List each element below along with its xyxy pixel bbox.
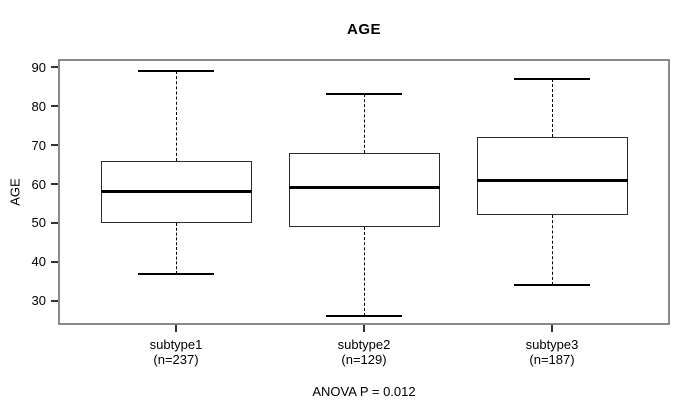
category-count: (n=237) xyxy=(153,352,199,367)
box-subtype3 xyxy=(476,137,628,216)
whisker-stem-lower xyxy=(552,215,553,286)
y-tick-label: 60 xyxy=(31,176,46,192)
category-name: subtype1 xyxy=(149,337,203,352)
whisker-cap-upper xyxy=(514,77,590,80)
x-tick-mark xyxy=(551,325,553,332)
whisker-cap-lower xyxy=(326,315,402,318)
y-tick-mark xyxy=(51,144,58,147)
median-line-subtype3 xyxy=(476,178,628,182)
whisker-stem-lower xyxy=(176,222,177,274)
category-label-subtype3: subtype3 (n=187) xyxy=(492,337,612,367)
whisker-stem-upper xyxy=(364,94,365,153)
category-label-subtype1: subtype1 (n=237) xyxy=(116,337,236,367)
anova-annotation: ANOVA P = 0.012 xyxy=(312,384,416,399)
x-tick-mark xyxy=(175,325,177,332)
whisker-stem-lower xyxy=(364,226,365,317)
y-tick-label: 70 xyxy=(31,137,46,153)
median-line-subtype1 xyxy=(100,190,252,194)
whisker-cap-lower xyxy=(138,272,214,275)
y-tick-label: 30 xyxy=(31,293,46,309)
box-subtype2 xyxy=(288,152,440,227)
y-tick-mark xyxy=(51,221,58,224)
chart-title: AGE xyxy=(346,21,381,38)
category-count: (n=129) xyxy=(341,352,387,367)
y-tick-mark xyxy=(51,105,58,108)
category-count: (n=187) xyxy=(529,352,575,367)
y-tick-mark xyxy=(51,299,58,302)
median-line-subtype2 xyxy=(288,186,440,190)
y-tick-label: 50 xyxy=(31,215,46,231)
x-tick-mark xyxy=(363,325,365,332)
y-tick-label: 40 xyxy=(31,254,46,270)
whisker-cap-upper xyxy=(138,70,214,73)
y-tick-mark xyxy=(51,183,58,186)
category-label-subtype2: subtype2 (n=129) xyxy=(304,337,424,367)
y-tick-label: 90 xyxy=(31,59,46,75)
y-tick-mark xyxy=(51,66,58,69)
category-name: subtype3 xyxy=(525,337,579,352)
whisker-stem-upper xyxy=(552,78,553,138)
whisker-cap-upper xyxy=(326,93,402,96)
y-tick-mark xyxy=(51,260,58,263)
whisker-cap-lower xyxy=(514,284,590,287)
y-tick-label: 80 xyxy=(31,98,46,114)
whisker-stem-upper xyxy=(176,71,177,161)
category-name: subtype2 xyxy=(337,337,391,352)
